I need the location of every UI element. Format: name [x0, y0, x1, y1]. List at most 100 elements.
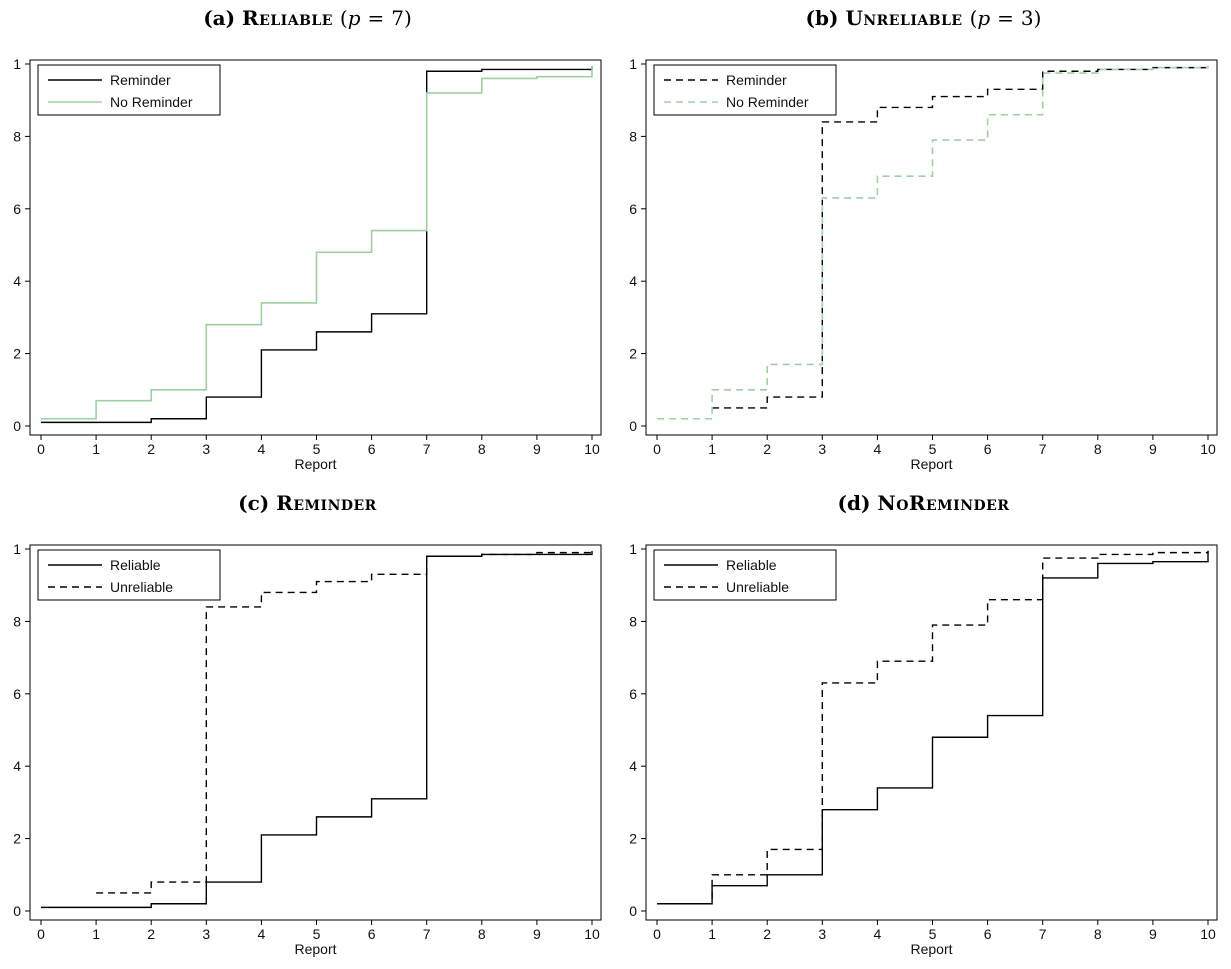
- panel-b: (b) Unreliable (p = 3) 0 1 2 3 4 5 6 7 8 9 10 0 2 4 6 8…: [616, 0, 1231, 484]
- panel-c: (c) Reminder 0 1 2 3 4 5 6 7 8 9 10 0 2 4 6 8 1 Report Rel…: [0, 485, 615, 969]
- panel-a: (a) Reliable (p = 7) 0 1 2 3 4 5 6 7 8 9 10 0 2 4 6 8 1 R…: [0, 0, 615, 484]
- x-axis-label: Report: [910, 941, 952, 957]
- x-tick-label: 6: [984, 926, 992, 942]
- chart-b: 0 1 2 3 4 5 6 7 8 9 10 0 2 4 6 8 1 Report Reminder No Remin…: [629, 56, 1218, 472]
- x-tick-label: 4: [258, 926, 266, 942]
- y-tick-label: 1: [629, 541, 637, 557]
- param-var: p: [347, 6, 361, 30]
- legend-box: [37, 549, 221, 601]
- x-tick-label: 3: [818, 926, 826, 942]
- y-tick-label: 1: [629, 56, 637, 72]
- x-tick-label: 8: [478, 441, 486, 457]
- y-tick-label: 2: [629, 831, 637, 847]
- plot-frame: [29, 544, 602, 921]
- x-tick-label: 2: [763, 441, 771, 457]
- legend-label: Reminder: [726, 72, 787, 88]
- panel-label: (a): [203, 6, 236, 30]
- x-tick-label: 0: [653, 441, 661, 457]
- x-tick-label: 5: [929, 926, 937, 942]
- x-tick-label: 5: [929, 441, 937, 457]
- plot-frame: [29, 59, 602, 436]
- x-tick-label: 0: [653, 926, 661, 942]
- legend-label: No Reminder: [726, 94, 809, 110]
- x-tick-label: 7: [1039, 926, 1047, 942]
- x-tick-label: 4: [874, 441, 882, 457]
- y-tick-label: 4: [13, 273, 21, 289]
- param-eq: =: [997, 6, 1014, 30]
- legend-box: [653, 64, 837, 116]
- y-tick-label: 2: [13, 346, 21, 362]
- x-tick-label: 7: [1039, 441, 1047, 457]
- x-tick-label: 5: [313, 441, 321, 457]
- legend-label: Reliable: [110, 557, 161, 573]
- y-tick-label: 2: [629, 346, 637, 362]
- y-tick-label: 1: [13, 56, 21, 72]
- x-tick-label: 1: [708, 926, 716, 942]
- y-tick-label: 4: [629, 758, 637, 774]
- chart-d: 0 1 2 3 4 5 6 7 8 9 10 0 2 4 6 8 1 Report Reliable Unreliab…: [629, 541, 1218, 957]
- series-line-2: [96, 550, 593, 894]
- param-close: ): [1033, 6, 1042, 30]
- x-tick-label: 0: [37, 926, 45, 942]
- y-tick-label: 2: [13, 831, 21, 847]
- series-line-1: [41, 551, 593, 909]
- param-open: (: [969, 6, 978, 30]
- x-tick-label: 8: [1094, 441, 1102, 457]
- y-tick-label: 6: [629, 686, 637, 702]
- x-axis-label: Report: [294, 941, 336, 957]
- param-value: 3: [1020, 6, 1034, 30]
- x-tick-label: 8: [1094, 926, 1102, 942]
- y-tick-label: 0: [629, 418, 637, 434]
- x-tick-label: 4: [874, 926, 882, 942]
- param-open: (: [339, 6, 348, 30]
- x-tick-label: 10: [1200, 926, 1216, 942]
- x-tick-label: 5: [313, 926, 321, 942]
- chart-a: 0 1 2 3 4 5 6 7 8 9 10 0 2 4 6 8 1 Report Reminder No Remin…: [13, 56, 602, 472]
- x-tick-label: 9: [533, 441, 541, 457]
- series-line-1: [657, 551, 1209, 905]
- series-line-2: [41, 66, 593, 420]
- panel-name: Reminder: [276, 491, 377, 515]
- x-tick-label: 7: [423, 441, 431, 457]
- panel-title: (d) NoReminder: [616, 491, 1231, 515]
- x-tick-label: 7: [423, 926, 431, 942]
- x-tick-label: 9: [533, 926, 541, 942]
- y-tick-label: 0: [13, 418, 21, 434]
- y-tick-label: 6: [13, 686, 21, 702]
- x-tick-label: 2: [147, 441, 155, 457]
- y-tick-label: 8: [629, 128, 637, 144]
- legend-box: [653, 549, 837, 601]
- panel-name: Unreliable: [845, 6, 963, 30]
- y-tick-label: 8: [629, 613, 637, 629]
- panel-d: (d) NoReminder 0 1 2 3 4 5 6 7 8 9 10 0 2 4 6 8 1 Report R…: [616, 485, 1231, 969]
- x-tick-label: 9: [1149, 441, 1157, 457]
- x-tick-label: 1: [708, 441, 716, 457]
- panel-name: NoReminder: [877, 491, 1010, 515]
- x-tick-label: 10: [584, 441, 600, 457]
- legend-label: Reminder: [110, 72, 171, 88]
- x-tick-label: 4: [258, 441, 266, 457]
- legend-box: [37, 64, 221, 116]
- x-tick-label: 3: [202, 926, 210, 942]
- x-tick-label: 3: [202, 441, 210, 457]
- x-tick-label: 3: [818, 441, 826, 457]
- y-tick-label: 8: [13, 613, 21, 629]
- x-tick-label: 6: [368, 926, 376, 942]
- param-var: p: [977, 6, 991, 30]
- panel-title: (c) Reminder: [0, 491, 615, 515]
- x-tick-label: 1: [92, 926, 100, 942]
- chart-c: 0 1 2 3 4 5 6 7 8 9 10 0 2 4 6 8 1 Report Reliable Unreliab…: [13, 541, 602, 957]
- x-tick-label: 10: [584, 926, 600, 942]
- panel-label: (d): [837, 491, 871, 515]
- x-axis-label: Report: [294, 456, 336, 472]
- x-tick-label: 9: [1149, 926, 1157, 942]
- x-tick-label: 10: [1200, 441, 1216, 457]
- y-tick-label: 6: [13, 201, 21, 217]
- panel-name: Reliable: [242, 6, 333, 30]
- x-tick-label: 2: [763, 926, 771, 942]
- y-tick-label: 8: [13, 128, 21, 144]
- x-axis-label: Report: [910, 456, 952, 472]
- plot-frame: [645, 59, 1218, 436]
- x-tick-label: 8: [478, 926, 486, 942]
- y-tick-label: 0: [13, 903, 21, 919]
